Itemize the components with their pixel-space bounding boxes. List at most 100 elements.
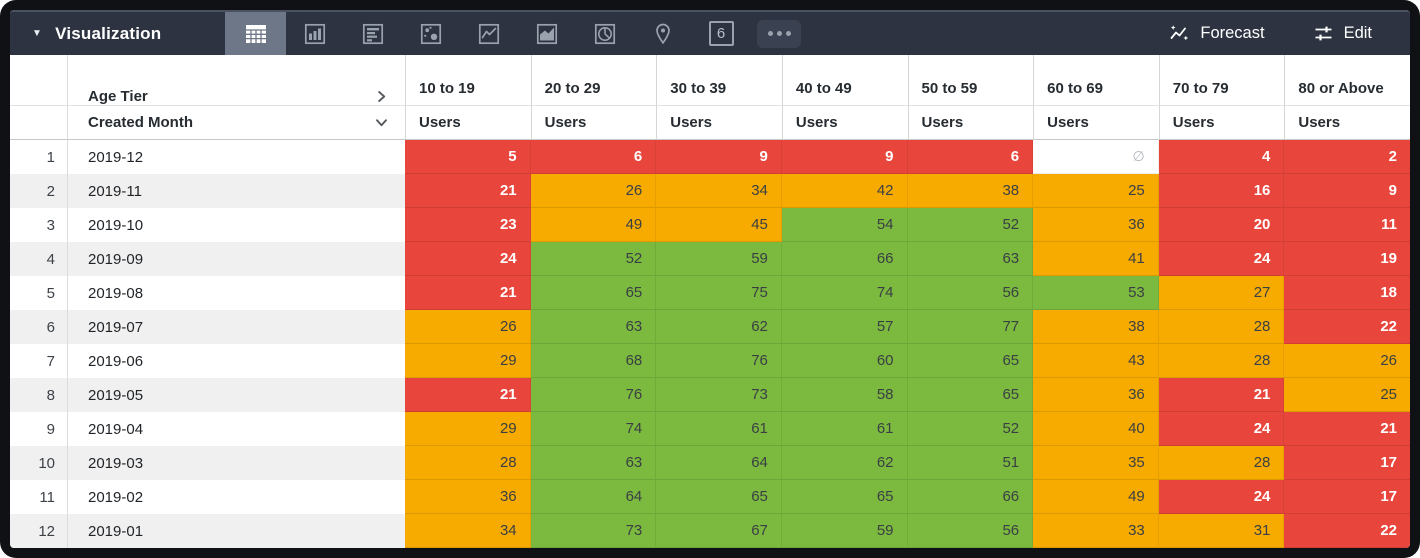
- value-cell[interactable]: 24: [405, 242, 531, 276]
- value-cell[interactable]: 36: [1033, 208, 1159, 242]
- value-cell[interactable]: 59: [656, 242, 782, 276]
- value-cell[interactable]: 25: [1284, 378, 1410, 412]
- value-cell[interactable]: 17: [1284, 446, 1410, 480]
- sort-dimension-icon[interactable]: [374, 115, 389, 130]
- measure-header[interactable]: Users: [405, 106, 531, 140]
- vis-type-table-button[interactable]: [225, 12, 286, 55]
- value-cell[interactable]: 59: [781, 514, 908, 548]
- value-cell[interactable]: 49: [530, 208, 657, 242]
- value-cell[interactable]: 28: [1158, 446, 1285, 480]
- value-cell[interactable]: 61: [656, 412, 782, 446]
- value-cell[interactable]: 28: [1158, 344, 1285, 378]
- value-cell[interactable]: 54: [781, 208, 908, 242]
- value-cell[interactable]: 21: [405, 174, 531, 208]
- value-cell[interactable]: 41: [1033, 242, 1159, 276]
- value-cell[interactable]: 61: [781, 412, 908, 446]
- value-cell[interactable]: 9: [1284, 174, 1410, 208]
- value-cell[interactable]: 25: [1033, 174, 1159, 208]
- value-cell[interactable]: 73: [530, 514, 657, 548]
- value-cell[interactable]: 17: [1284, 480, 1410, 514]
- value-cell[interactable]: 21: [405, 378, 531, 412]
- value-cell[interactable]: 26: [405, 310, 531, 344]
- dimension-cell[interactable]: 2019-02: [68, 480, 405, 514]
- value-cell[interactable]: 35: [1033, 446, 1159, 480]
- value-cell[interactable]: 28: [1158, 310, 1285, 344]
- vis-type-line-chart-button[interactable]: [460, 12, 518, 55]
- vis-type-pie-chart-button[interactable]: [576, 12, 634, 55]
- value-cell[interactable]: 65: [656, 480, 782, 514]
- value-cell[interactable]: 24: [1158, 242, 1285, 276]
- forecast-button[interactable]: Forecast: [1169, 23, 1265, 44]
- value-cell[interactable]: 26: [530, 174, 657, 208]
- value-cell[interactable]: 62: [781, 446, 908, 480]
- pivot-column-header[interactable]: 40 to 49: [781, 55, 908, 106]
- value-cell[interactable]: 60: [781, 344, 908, 378]
- value-cell[interactable]: 28: [405, 446, 531, 480]
- value-cell[interactable]: 20: [1158, 208, 1285, 242]
- value-cell[interactable]: 67: [656, 514, 782, 548]
- value-cell[interactable]: 75: [656, 276, 782, 310]
- expand-pivot-icon[interactable]: [374, 89, 389, 104]
- pivot-column-header[interactable]: 30 to 39: [656, 55, 782, 106]
- value-cell[interactable]: 43: [1033, 344, 1159, 378]
- value-cell[interactable]: 65: [907, 344, 1034, 378]
- vis-type-area-chart-button[interactable]: [518, 12, 576, 55]
- dimension-cell[interactable]: 2019-04: [68, 412, 405, 446]
- dimension-cell[interactable]: 2019-09: [68, 242, 405, 276]
- value-cell[interactable]: 22: [1284, 310, 1410, 344]
- pivot-column-header[interactable]: 80 or Above: [1284, 55, 1410, 106]
- value-cell[interactable]: 23: [405, 208, 531, 242]
- value-cell[interactable]: 34: [656, 174, 782, 208]
- value-cell[interactable]: 63: [907, 242, 1034, 276]
- value-cell[interactable]: 56: [907, 276, 1034, 310]
- value-cell[interactable]: 29: [405, 344, 531, 378]
- edit-button[interactable]: Edit: [1313, 23, 1372, 44]
- value-cell[interactable]: 63: [530, 310, 657, 344]
- value-cell[interactable]: 74: [530, 412, 657, 446]
- measure-header[interactable]: Users: [1033, 106, 1159, 140]
- value-cell[interactable]: 57: [781, 310, 908, 344]
- value-cell[interactable]: 52: [907, 412, 1034, 446]
- value-cell[interactable]: 64: [530, 480, 657, 514]
- value-cell[interactable]: 31: [1158, 514, 1285, 548]
- measure-header[interactable]: Users: [907, 106, 1034, 140]
- vis-type-more-button[interactable]: [750, 12, 808, 55]
- value-cell[interactable]: 66: [781, 242, 908, 276]
- value-cell[interactable]: 34: [405, 514, 531, 548]
- value-cell[interactable]: 56: [907, 514, 1034, 548]
- value-cell[interactable]: 77: [907, 310, 1034, 344]
- value-cell[interactable]: 62: [656, 310, 782, 344]
- value-cell[interactable]: 5: [405, 140, 531, 174]
- dimension-cell[interactable]: 2019-06: [68, 344, 405, 378]
- value-cell[interactable]: 22: [1284, 514, 1410, 548]
- pivot-column-header[interactable]: 10 to 19: [405, 55, 531, 106]
- value-cell[interactable]: 24: [1158, 412, 1285, 446]
- value-cell[interactable]: 26: [1284, 344, 1410, 378]
- value-cell[interactable]: 2: [1284, 140, 1410, 174]
- pivot-field-header[interactable]: Age Tier: [68, 55, 405, 106]
- value-cell[interactable]: 58: [781, 378, 908, 412]
- value-cell[interactable]: 76: [656, 344, 782, 378]
- pivot-column-header[interactable]: 50 to 59: [907, 55, 1034, 106]
- value-cell[interactable]: 16: [1158, 174, 1285, 208]
- value-cell[interactable]: 27: [1158, 276, 1285, 310]
- vis-type-map-button[interactable]: [634, 12, 692, 55]
- value-cell[interactable]: 9: [656, 140, 782, 174]
- dimension-cell[interactable]: 2019-03: [68, 446, 405, 480]
- pivot-column-header[interactable]: 20 to 29: [530, 55, 657, 106]
- value-cell[interactable]: 65: [781, 480, 908, 514]
- value-cell[interactable]: 66: [907, 480, 1034, 514]
- value-cell-null[interactable]: ∅: [1033, 140, 1159, 174]
- dimension-cell[interactable]: 2019-05: [68, 378, 405, 412]
- value-cell[interactable]: 73: [656, 378, 782, 412]
- value-cell[interactable]: 40: [1033, 412, 1159, 446]
- pivot-column-header[interactable]: 60 to 69: [1033, 55, 1159, 106]
- value-cell[interactable]: 38: [907, 174, 1034, 208]
- value-cell[interactable]: 76: [530, 378, 657, 412]
- value-cell[interactable]: 11: [1284, 208, 1410, 242]
- value-cell[interactable]: 42: [781, 174, 908, 208]
- vis-type-column-chart-button[interactable]: [286, 12, 344, 55]
- value-cell[interactable]: 38: [1033, 310, 1159, 344]
- value-cell[interactable]: 49: [1033, 480, 1159, 514]
- value-cell[interactable]: 53: [1033, 276, 1159, 310]
